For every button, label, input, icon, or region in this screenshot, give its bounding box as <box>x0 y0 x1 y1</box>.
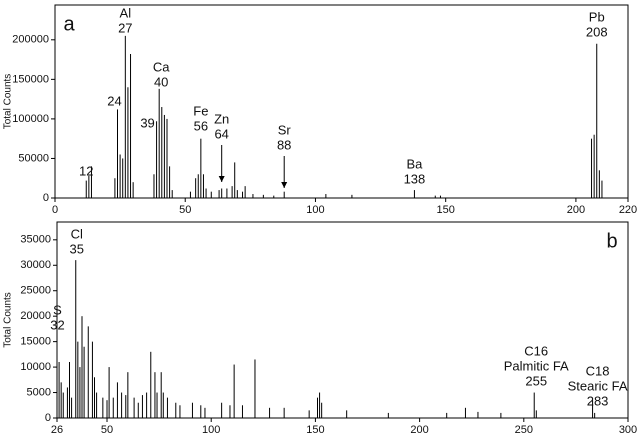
x-tick-label: 200 <box>410 424 428 433</box>
annotation: 208 <box>586 24 608 39</box>
x-tick-label: 50 <box>179 204 191 216</box>
annotation: Al <box>120 5 132 20</box>
y-tick-label: 20000 <box>20 310 51 322</box>
y-tick-label: 100000 <box>12 113 49 125</box>
annotation: Fe <box>193 103 208 118</box>
y-tick-label: 50000 <box>18 152 49 164</box>
y-tick-label: 5000 <box>27 386 51 398</box>
plot-frame <box>54 4 629 199</box>
annotation: 255 <box>525 373 547 388</box>
x-tick-label: 200 <box>567 204 585 216</box>
x-tick-label: 26 <box>51 424 63 433</box>
annotation: Palmitic FA <box>504 358 569 373</box>
annotation: 27 <box>118 20 132 35</box>
x-tick-label: 150 <box>437 204 455 216</box>
y-tick-label: 25000 <box>20 285 51 297</box>
annotation: 283 <box>587 393 609 408</box>
annotation: 88 <box>277 137 291 152</box>
x-tick-label: 0 <box>52 204 58 216</box>
arrow-head <box>281 182 288 188</box>
annotation: C16 <box>524 343 548 358</box>
annotation: 12 <box>79 163 93 178</box>
panel-label: a <box>63 13 75 35</box>
y-tick-label: 0 <box>45 412 51 424</box>
annotation: 138 <box>404 171 426 186</box>
annotation: Ba <box>406 156 423 171</box>
y-tick-label: 35000 <box>20 234 51 246</box>
y-axis-label: Total Counts <box>3 292 14 348</box>
annotation: 32 <box>50 317 64 332</box>
arrow-head <box>218 176 225 182</box>
annotation: 40 <box>154 74 168 89</box>
annotation: S <box>53 302 62 317</box>
y-tick-label: 10000 <box>20 361 51 373</box>
x-tick-label: 220 <box>619 204 637 216</box>
y-axis-label: Total Counts <box>3 74 14 130</box>
x-tick-label: 100 <box>202 424 220 433</box>
y-tick-label: 30000 <box>20 259 51 271</box>
y-tick-label: 150000 <box>12 73 49 85</box>
annotation: 35 <box>70 241 84 256</box>
y-tick-label: 15000 <box>20 336 51 348</box>
annotation: C18 <box>586 363 610 378</box>
annotation: Zn <box>214 111 229 126</box>
x-tick-label: 150 <box>306 424 324 433</box>
x-tick-label: 250 <box>515 424 533 433</box>
annotation: Sr <box>278 122 292 137</box>
x-tick-label: 50 <box>101 424 113 433</box>
annotation: 24 <box>107 93 121 108</box>
plot-frame <box>56 221 629 419</box>
x-tick-label: 100 <box>306 204 324 216</box>
annotation: Pb <box>589 9 605 24</box>
annotation: Cl <box>71 226 83 241</box>
y-tick-label: 200000 <box>12 34 49 46</box>
annotation: Stearic FA <box>568 378 628 393</box>
panel-label: b <box>606 230 617 252</box>
annotation: 56 <box>194 118 208 133</box>
annotation: Ca <box>153 59 170 74</box>
annotation: 64 <box>214 126 228 141</box>
x-tick-label: 300 <box>619 424 637 433</box>
annotation: 39 <box>140 115 154 130</box>
y-tick-label: 0 <box>43 192 49 204</box>
